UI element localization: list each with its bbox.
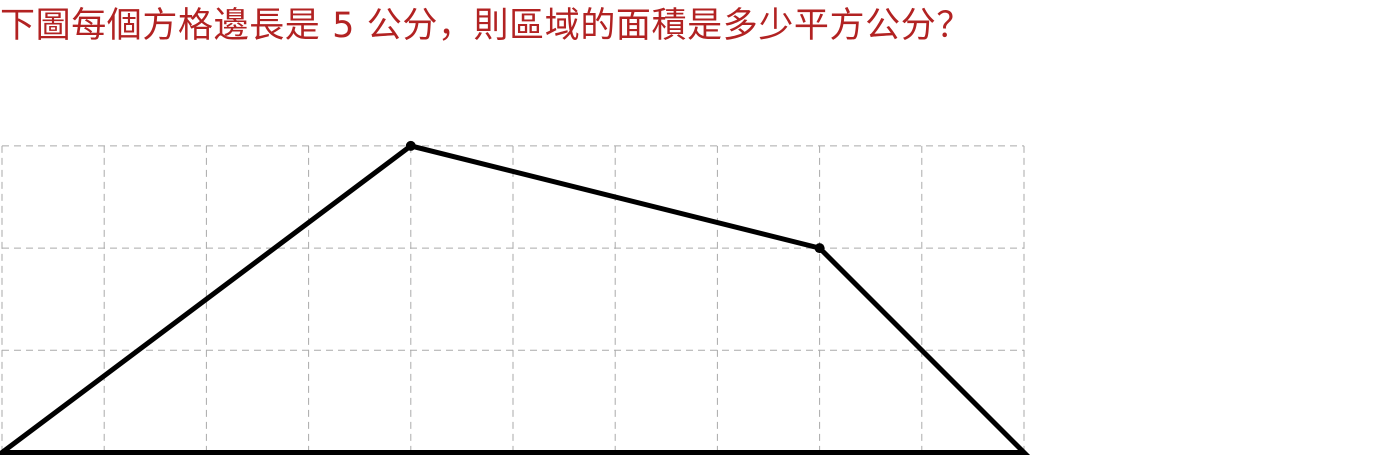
area-polygon xyxy=(0,140,1031,455)
vertex-dot xyxy=(405,140,416,151)
polygon-outline xyxy=(0,143,1031,455)
vertex-dot xyxy=(814,243,825,254)
question-text: 下圖每個方格邊長是 5 公分，則區域的面積是多少平方公分？ xyxy=(0,6,972,46)
grid-lines xyxy=(1,145,1025,453)
